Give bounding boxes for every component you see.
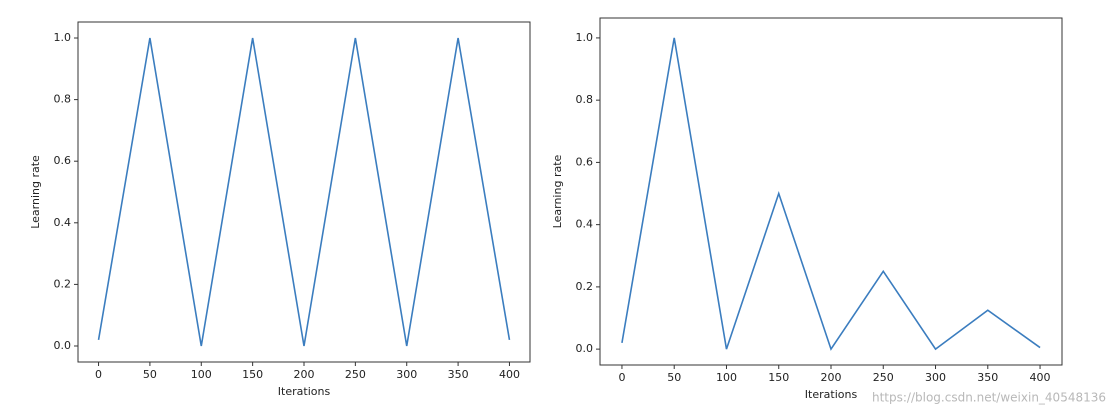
- line: [97, 37, 511, 347]
- y-tick-label: 0.8: [576, 93, 594, 106]
- x-tick-label: 250: [345, 368, 366, 381]
- y-tick-label: 1.0: [576, 31, 594, 44]
- x-tick-label: 200: [294, 368, 315, 381]
- x-tick-label: 100: [716, 371, 737, 384]
- x-tick-label: 0: [95, 368, 102, 381]
- y-tick-label: 0.6: [54, 154, 72, 167]
- watermark: https://blog.csdn.net/weixin_40548136: [872, 391, 1106, 405]
- y-axis-label: Learning rate: [551, 154, 564, 228]
- x-tick-label: 300: [925, 371, 946, 384]
- x-tick-label: 50: [143, 368, 157, 381]
- x-tick-label: 400: [1030, 371, 1051, 384]
- y-tick-label: 1.0: [54, 31, 72, 44]
- y-tick-label: 0.4: [576, 218, 594, 231]
- x-axis-label: Iterations: [805, 388, 858, 401]
- x-tick-label: 300: [396, 368, 417, 381]
- x-tick-label: 150: [242, 368, 263, 381]
- y-tick-label: 0.4: [54, 216, 72, 229]
- x-tick-label: 50: [667, 371, 681, 384]
- x-tick-label: 100: [191, 368, 212, 381]
- x-tick-label: 350: [448, 368, 469, 381]
- x-tick-label: 0: [618, 371, 625, 384]
- y-tick-label: 0.2: [576, 280, 594, 293]
- x-tick-label: 150: [768, 371, 789, 384]
- y-axis-label: Learning rate: [29, 155, 42, 229]
- line: [621, 37, 1041, 351]
- x-tick-label: 200: [821, 371, 842, 384]
- y-tick-label: 0.6: [576, 155, 594, 168]
- y-tick-label: 0.0: [576, 342, 594, 355]
- x-tick-label: 250: [873, 371, 894, 384]
- y-tick-label: 0.2: [54, 277, 72, 290]
- y-tick-label: 0.0: [54, 339, 72, 352]
- x-tick-label: 350: [977, 371, 998, 384]
- x-axis-label: Iterations: [278, 385, 331, 398]
- x-tick-label: 400: [499, 368, 520, 381]
- y-tick-label: 0.8: [54, 93, 72, 106]
